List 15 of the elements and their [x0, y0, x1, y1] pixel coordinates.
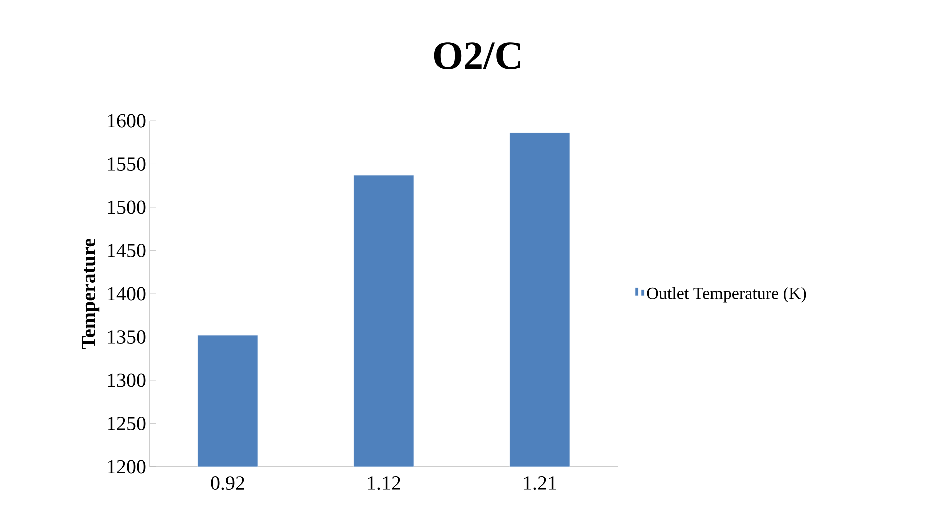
legend-label: Outlet Temperature (K) — [647, 287, 806, 303]
y-tick-label: 1500 — [108, 200, 146, 214]
x-tick-label: 1.21 — [524, 476, 556, 490]
y-tick-label: 1250 — [108, 417, 146, 430]
y-tick-label: 1200 — [108, 460, 146, 474]
y-tick-label: 1350 — [108, 330, 146, 344]
chart-title: O2/C — [434, 42, 521, 70]
y-tick-label: 1400 — [108, 287, 146, 301]
y-tick-label: 1600 — [108, 114, 146, 128]
x-tick-label: 1.12 — [368, 476, 400, 490]
y-tick-label: 1550 — [108, 158, 146, 171]
y-tick-label: 1450 — [108, 244, 146, 258]
x-tick-label: 0.92 — [211, 476, 244, 490]
y-axis-title: Temperature — [82, 238, 100, 350]
y-tick-label: 1300 — [108, 374, 146, 388]
